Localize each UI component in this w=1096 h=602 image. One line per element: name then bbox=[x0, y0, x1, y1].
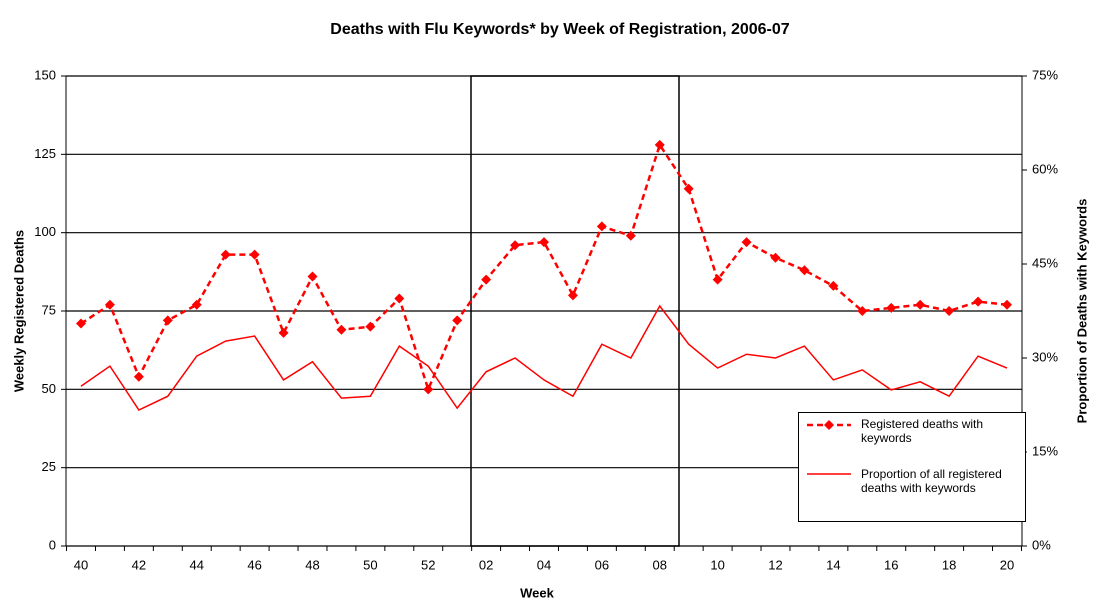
y2-tick-label: 45% bbox=[1032, 255, 1058, 270]
x-tick-label: 20 bbox=[1000, 557, 1014, 572]
data-point bbox=[741, 237, 752, 248]
y2-tick-label: 75% bbox=[1032, 67, 1058, 82]
data-point bbox=[712, 274, 723, 285]
y2-tick-label: 15% bbox=[1032, 443, 1058, 458]
x-tick-label: 10 bbox=[710, 557, 724, 572]
x-tick-label: 52 bbox=[421, 557, 435, 572]
x-tick-label: 18 bbox=[942, 557, 956, 572]
data-point bbox=[220, 249, 231, 260]
data-point bbox=[567, 290, 578, 301]
data-point bbox=[249, 249, 260, 260]
data-point bbox=[104, 299, 115, 310]
legend: Registered deaths with keywords Proporti… bbox=[798, 412, 1026, 522]
legend-label: Proportion of all registered deaths with… bbox=[861, 467, 1002, 495]
x-tick-label: 12 bbox=[768, 557, 782, 572]
legend-marker bbox=[824, 420, 834, 430]
y-tick-label: 100 bbox=[34, 224, 56, 239]
data-point bbox=[452, 315, 463, 326]
data-point bbox=[1002, 299, 1012, 310]
y2-tick-label: 60% bbox=[1032, 161, 1058, 176]
data-point bbox=[510, 240, 521, 251]
data-point bbox=[944, 306, 955, 316]
data-point bbox=[423, 384, 434, 395]
x-tick-label: 42 bbox=[132, 557, 146, 572]
data-point bbox=[133, 371, 144, 382]
data-point bbox=[191, 299, 202, 310]
legend-swatches bbox=[807, 420, 851, 475]
data-point bbox=[828, 280, 839, 291]
y-axis-title: Weekly Registered Deaths bbox=[11, 230, 26, 392]
y2-axis-title: Proportion of Deaths with Keywords bbox=[1074, 199, 1089, 424]
data-point bbox=[886, 302, 897, 313]
x-tick-label: 14 bbox=[826, 557, 840, 572]
y-tick-label: 150 bbox=[34, 67, 56, 82]
data-point bbox=[539, 237, 549, 248]
x-tick-label: 48 bbox=[305, 557, 319, 572]
data-point bbox=[625, 230, 636, 241]
data-point bbox=[857, 306, 868, 316]
x-tick-label: 02 bbox=[479, 557, 493, 572]
data-point bbox=[336, 324, 347, 335]
series-line bbox=[80, 304, 1008, 411]
data-point bbox=[770, 252, 781, 263]
y2-tick-label: 0% bbox=[1032, 537, 1051, 552]
data-point bbox=[915, 299, 926, 310]
x-tick-label: 04 bbox=[537, 557, 551, 572]
legend-label: Registered deaths with keywords bbox=[861, 417, 984, 445]
y-tick-label: 25 bbox=[42, 459, 56, 474]
data-point bbox=[596, 221, 607, 232]
x-tick-label: 06 bbox=[595, 557, 609, 572]
data-point bbox=[973, 296, 984, 307]
x-tick-label: 40 bbox=[74, 557, 88, 572]
y-tick-label: 50 bbox=[42, 381, 56, 396]
data-point bbox=[365, 321, 376, 332]
series-line bbox=[80, 142, 1008, 393]
x-tick-label: 08 bbox=[653, 557, 667, 572]
data-point bbox=[307, 271, 318, 282]
x-tick-label: 50 bbox=[363, 557, 377, 572]
data-point bbox=[76, 318, 86, 329]
data-point bbox=[162, 315, 173, 326]
data-point bbox=[481, 274, 492, 285]
x-tick-label: 44 bbox=[190, 557, 204, 572]
y-tick-label: 0 bbox=[49, 537, 56, 552]
data-point bbox=[278, 327, 289, 338]
chart-title: Deaths with Flu Keywords* by Week of Reg… bbox=[330, 21, 789, 38]
x-tick-label: 46 bbox=[247, 557, 261, 572]
data-point bbox=[394, 293, 405, 304]
data-point bbox=[683, 183, 694, 194]
data-point bbox=[799, 265, 810, 276]
x-tick-label: 16 bbox=[884, 557, 898, 572]
data-point bbox=[654, 139, 665, 150]
x-axis-title: Week bbox=[520, 585, 554, 600]
y2-tick-label: 30% bbox=[1032, 349, 1058, 364]
y-tick-label: 125 bbox=[34, 146, 56, 161]
y-tick-label: 75 bbox=[42, 302, 56, 317]
